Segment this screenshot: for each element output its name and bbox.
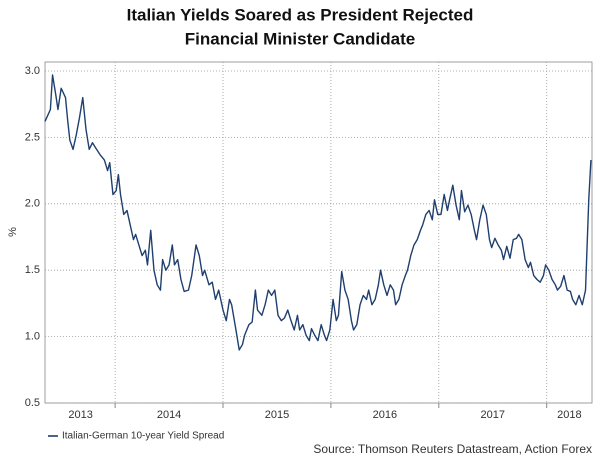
y-tick-label: 2.5 [25, 131, 40, 143]
y-tick-label: 2.0 [25, 198, 40, 210]
plot-frame [44, 61, 593, 404]
x-tick-label: 2016 [373, 409, 397, 421]
source-note: Source: Thomson Reuters Datastream, Acti… [313, 442, 592, 456]
y-tick-label: 1.5 [25, 264, 40, 276]
y-axis-label: % [7, 227, 19, 237]
data-line [44, 74, 592, 351]
chart-title: Italian Yields Soared as President Rejec… [127, 5, 474, 24]
legend-label: Italian-German 10-year Yield Spread [62, 431, 224, 442]
x-tick-label: 2015 [265, 409, 289, 421]
y-tick-label: 0.5 [25, 397, 40, 409]
x-tick-label: 2018 [557, 409, 581, 421]
x-tick-label: 2014 [157, 409, 181, 421]
x-tick-label: 2017 [480, 409, 504, 421]
y-tick-label: 3.0 [25, 65, 40, 77]
chart-title: Financial Minister Candidate [185, 29, 416, 48]
y-tick-label: 1.0 [25, 331, 40, 343]
x-tick-label: 2013 [68, 409, 92, 421]
